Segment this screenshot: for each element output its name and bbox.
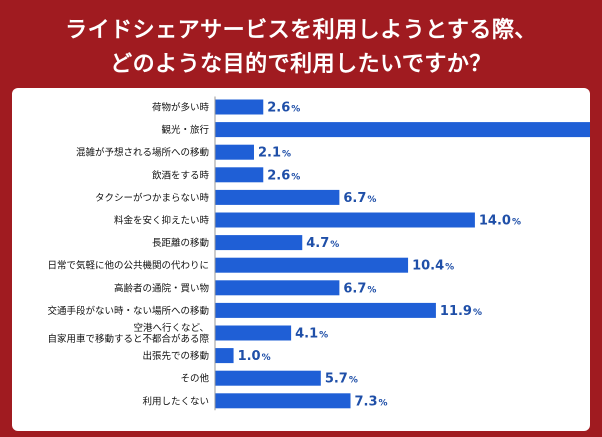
- category-label: 出張先での移動: [142, 350, 209, 362]
- bar: [215, 280, 340, 296]
- category-label: 長距離の移動: [152, 237, 209, 249]
- bar: [215, 167, 264, 183]
- category-label: 観光・旅行: [161, 124, 209, 136]
- value-label: 2.6%: [267, 168, 300, 183]
- bar: [215, 325, 292, 341]
- value-label: 2.6%: [267, 101, 300, 116]
- bar: [215, 144, 254, 160]
- value-label: 6.7%: [343, 191, 376, 206]
- value-label: 11.9%: [440, 304, 482, 319]
- value-label: 4.7%: [306, 236, 339, 251]
- value-label: 6.7%: [343, 281, 376, 296]
- bar: [215, 348, 234, 364]
- category-label: 荷物が多い時: [152, 102, 210, 114]
- bar: [215, 302, 436, 318]
- chart-title-line-1: ライドシェアサービスを利用しようとする際、: [65, 18, 537, 43]
- value-unit: %: [291, 172, 300, 182]
- value-unit: %: [379, 398, 388, 408]
- value-unit: %: [473, 308, 482, 318]
- category-label: タクシーがつかまらない時: [95, 192, 210, 204]
- value-label: 10.4%: [412, 259, 454, 274]
- value-label: 1.0%: [238, 349, 271, 364]
- value-unit: %: [319, 331, 328, 341]
- value-unit: %: [367, 195, 376, 205]
- bar: [215, 235, 303, 251]
- value-unit: %: [291, 105, 300, 115]
- value-unit: %: [330, 240, 339, 250]
- bar: [215, 122, 590, 138]
- category-label: 交通手段がない時・ない場所への移動: [47, 305, 209, 317]
- value-unit: %: [349, 376, 358, 386]
- category-label: 飲酒をする時: [152, 169, 210, 181]
- value-unit: %: [367, 285, 376, 295]
- category-label: その他: [180, 373, 209, 385]
- value-label: 4.1%: [295, 327, 328, 342]
- value-label: 2.1%: [258, 146, 291, 161]
- value-unit: %: [445, 263, 454, 273]
- bar: [215, 257, 409, 273]
- bar: [215, 189, 340, 205]
- category-label: 日常で気軽に他の公共機関の代わりに: [47, 260, 209, 272]
- value-unit: %: [512, 218, 521, 228]
- bar: [215, 393, 351, 409]
- value-label: 5.7%: [325, 372, 358, 387]
- chart-title-line-2: どのような目的で利用したいですか？: [110, 52, 492, 77]
- category-label: 空港へ行くなど、自家用車で移動すると不都合がある際: [47, 322, 209, 345]
- category-label: 高齢者の通院・買い物: [114, 282, 210, 294]
- value-unit: %: [282, 150, 291, 160]
- bar: [215, 212, 475, 228]
- value-label: 7.3%: [355, 394, 388, 409]
- category-label: 利用したくない: [142, 395, 209, 407]
- bar-chart: 荷物が多い時2.6%観光・旅行20.2%混雑が予想される場所への移動2.1%飲酒…: [47, 96, 590, 411]
- bar: [215, 99, 264, 115]
- category-label: 混雑が予想される場所への移動: [76, 147, 209, 159]
- bar: [215, 370, 321, 386]
- category-label: 料金を安く抑えたい時: [114, 215, 210, 227]
- value-label: 14.0%: [479, 214, 521, 229]
- chart-panel: 荷物が多い時2.6%観光・旅行20.2%混雑が予想される場所への移動2.1%飲酒…: [12, 88, 590, 431]
- chart-title: ライドシェアサービスを利用しようとする際、 どのような目的で利用したいですか？: [0, 0, 602, 92]
- value-unit: %: [262, 353, 271, 363]
